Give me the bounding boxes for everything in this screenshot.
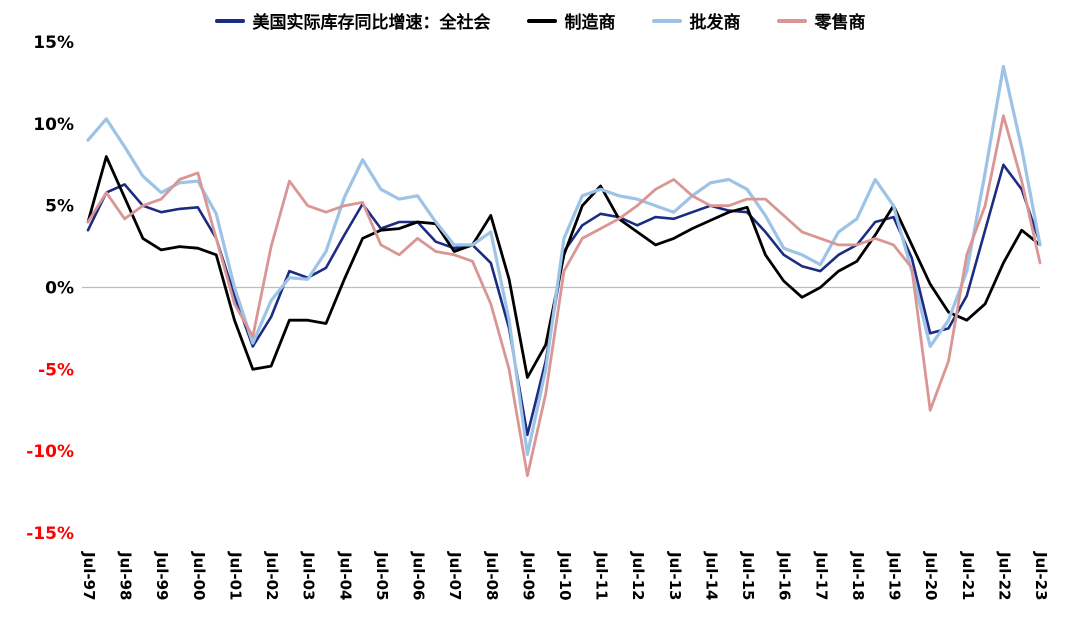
- x-axis-tick-label: Jul-98: [117, 551, 135, 601]
- x-axis-tick-label: Jul-18: [849, 551, 867, 601]
- x-axis-tick-label: Jul-00: [190, 551, 208, 601]
- x-axis-tick-label: Jul-09: [519, 551, 537, 601]
- y-axis-tick-label: -15%: [26, 524, 74, 544]
- x-axis-tick-label: Jul-20: [922, 551, 940, 601]
- x-axis-tick-label: Jul-16: [776, 551, 794, 601]
- x-axis-tick-label: Jul-12: [629, 551, 647, 601]
- x-axis-tick-label: Jul-11: [593, 551, 611, 601]
- x-axis-tick-label: Jul-14: [702, 551, 720, 601]
- y-axis-tick-label: 5%: [45, 197, 74, 217]
- series-line-total: [86, 163, 1042, 437]
- x-axis-tick-label: Jul-08: [483, 551, 501, 601]
- x-axis-tick-label: Jul-23: [1032, 551, 1050, 601]
- series-line-manufacturers: [86, 155, 1042, 379]
- x-axis-tick-label: Jul-01: [226, 551, 244, 601]
- series-line-retailers: [86, 114, 1042, 478]
- x-axis-tick-label: Jul-21: [959, 551, 977, 601]
- y-axis-tick-label: -5%: [38, 360, 74, 380]
- x-axis-tick-label: Jul-99: [153, 551, 171, 601]
- x-axis-tick-label: Jul-07: [446, 551, 464, 601]
- x-axis-tick-label: Jul-17: [812, 551, 830, 601]
- y-axis-tick-label: 10%: [33, 115, 74, 135]
- x-axis-tick-label: Jul-15: [739, 551, 757, 601]
- x-axis-tick-label: Jul-19: [886, 551, 904, 601]
- x-axis-tick-label: Jul-97: [80, 551, 98, 601]
- x-axis-tick-label: Jul-06: [410, 551, 428, 601]
- y-axis-tick-label: 15%: [33, 33, 74, 53]
- x-axis-tick-label: Jul-03: [300, 551, 318, 601]
- y-axis-tick-label: -10%: [26, 442, 74, 462]
- x-axis-tick-label: Jul-10: [556, 551, 574, 601]
- x-axis-tick-label: Jul-22: [995, 551, 1013, 601]
- x-axis-tick-label: Jul-05: [373, 551, 391, 601]
- x-axis-tick-label: Jul-02: [263, 551, 281, 601]
- y-axis-tick-label: 0%: [45, 279, 74, 299]
- x-axis-tick-label: Jul-13: [666, 551, 684, 601]
- x-axis-tick-label: Jul-04: [336, 551, 354, 601]
